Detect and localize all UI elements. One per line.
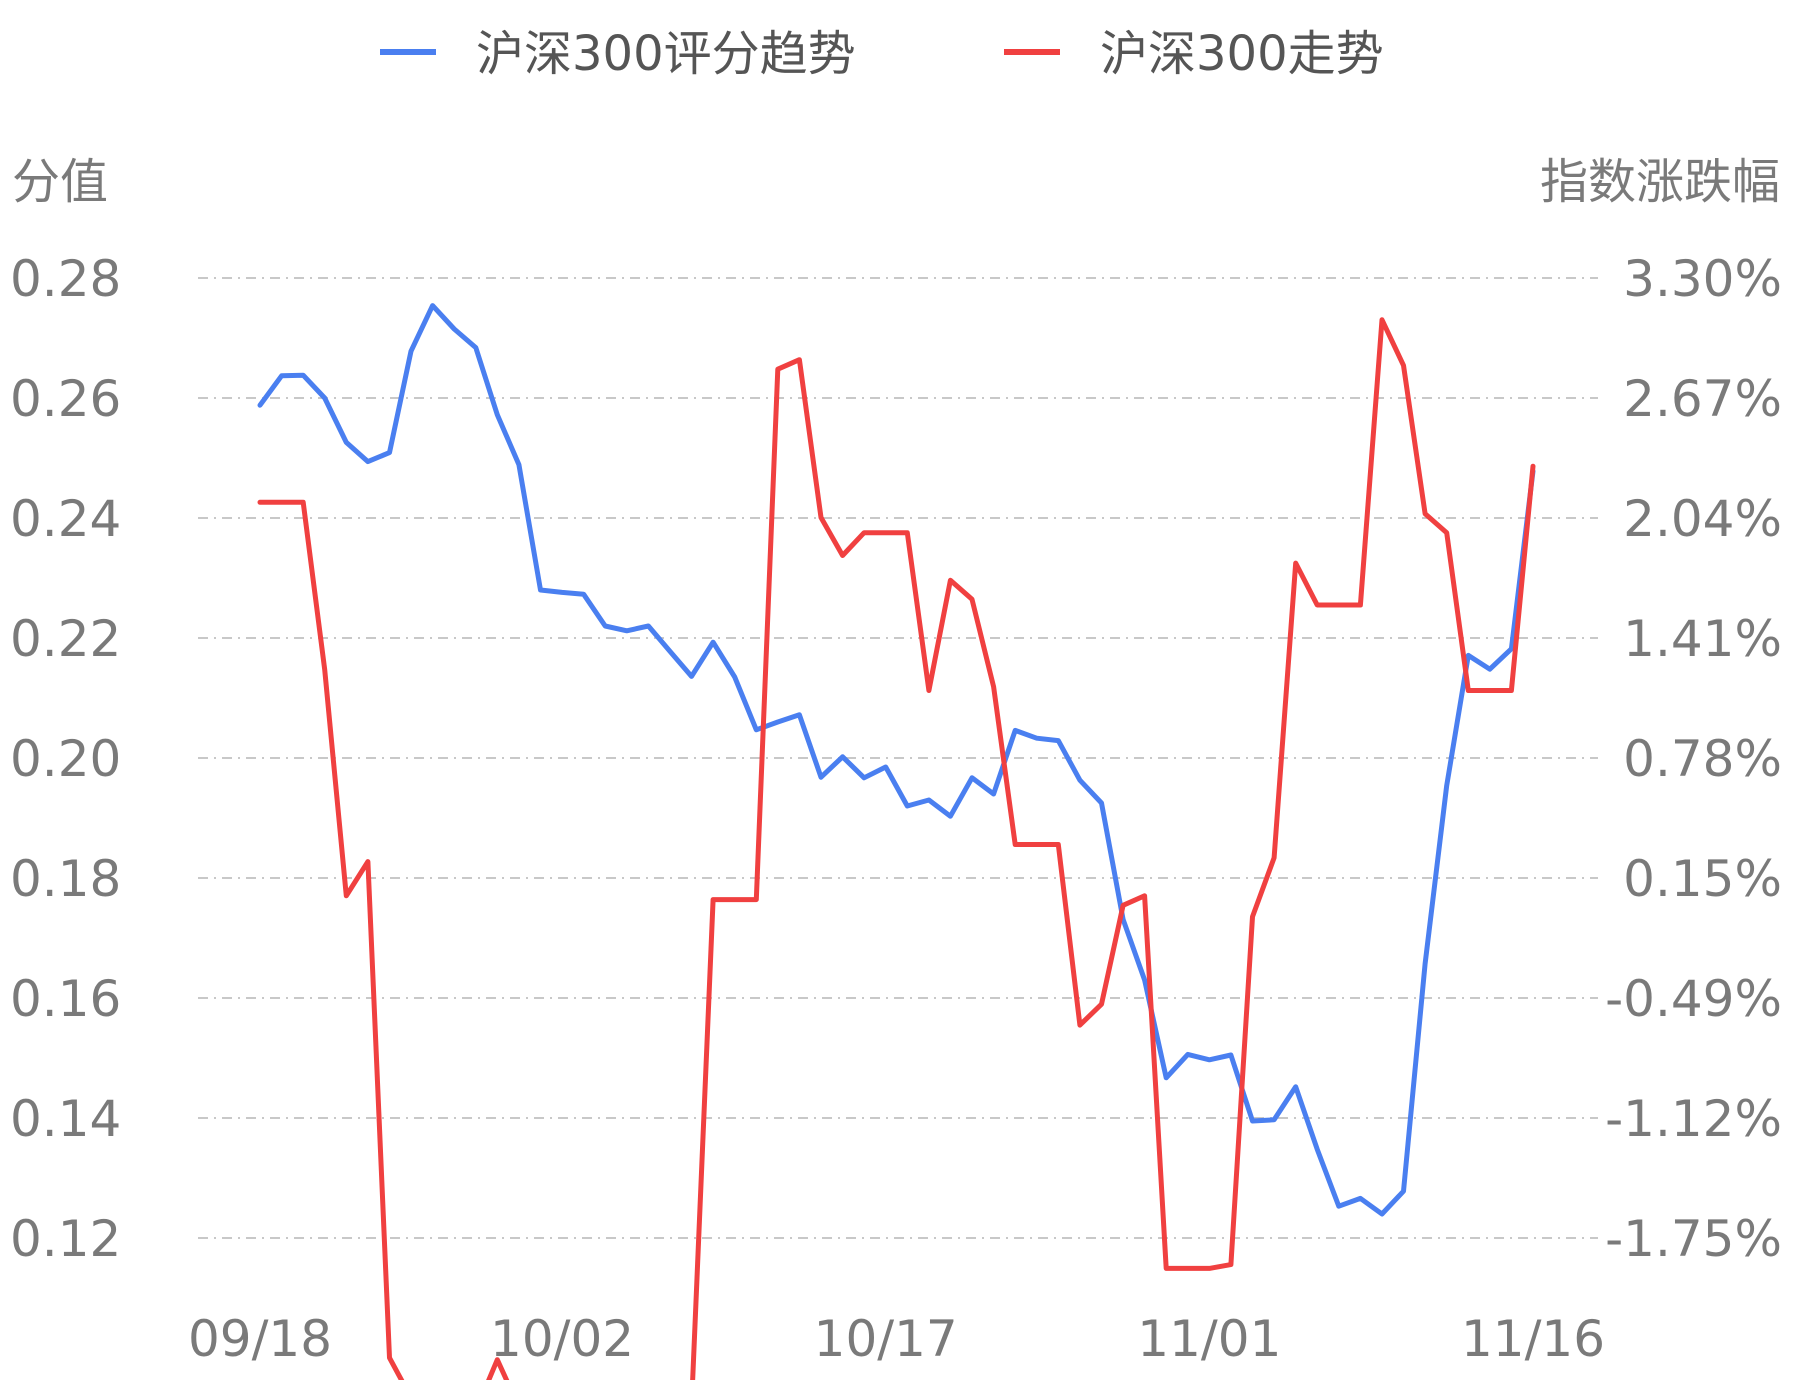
y-right-tick-label: 3.30% [1623, 250, 1782, 308]
x-tick-label: 10/02 [490, 1310, 634, 1368]
y-left-tick-label: 0.24 [10, 490, 121, 548]
y-right-tick-label: 1.41% [1623, 610, 1782, 668]
y-right-tick-labels: 3.30% 2.67% 2.04% 1.41% 0.78% 0.15% -0.49% -1.1… [1605, 250, 1782, 1268]
series-line-score [257, 303, 1536, 1217]
x-tick-label: 09/18 [188, 1310, 332, 1368]
series-lines [257, 303, 1536, 1380]
legend-label-index: 沪深300走势 [1100, 26, 1384, 82]
y-right-tick-label: -1.12% [1605, 1090, 1782, 1148]
y-left-tick-label: 0.16 [10, 970, 121, 1028]
y-left-tick-label: 0.18 [10, 850, 121, 908]
legend-label-score: 沪深300评分趋势 [476, 26, 856, 82]
x-tick-label: 11/16 [1461, 1310, 1605, 1368]
y-right-tick-label: 0.15% [1623, 850, 1782, 908]
y-right-tick-label: 0.78% [1623, 730, 1782, 788]
y-right-title: 指数涨跌幅 [1540, 154, 1780, 210]
legend: 沪深300评分趋势 沪深300走势 [380, 26, 1384, 82]
y-right-tick-label: 2.67% [1623, 370, 1782, 428]
y-left-tick-label: 0.20 [10, 730, 121, 788]
y-left-tick-label: 0.12 [10, 1210, 121, 1268]
grid-lines [198, 277, 1598, 1239]
y-right-tick-label: 2.04% [1623, 490, 1782, 548]
y-left-tick-label: 0.26 [10, 370, 121, 428]
y-left-tick-label: 0.28 [10, 250, 121, 308]
y-left-title: 分值 [12, 154, 108, 210]
y-left-tick-label: 0.22 [10, 610, 121, 668]
y-right-tick-label: -1.75% [1605, 1210, 1782, 1268]
x-tick-label: 11/01 [1137, 1310, 1281, 1368]
y-left-tick-labels: 0.28 0.26 0.24 0.22 0.20 0.18 0.16 0.14 0.12 [10, 250, 121, 1268]
y-left-tick-label: 0.14 [10, 1090, 121, 1148]
y-right-tick-label: -0.49% [1605, 970, 1782, 1028]
x-tick-labels: 09/18 10/02 10/17 11/01 11/16 [188, 1310, 1605, 1368]
series-line-index [257, 317, 1536, 1380]
x-tick-label: 10/17 [814, 1310, 958, 1368]
